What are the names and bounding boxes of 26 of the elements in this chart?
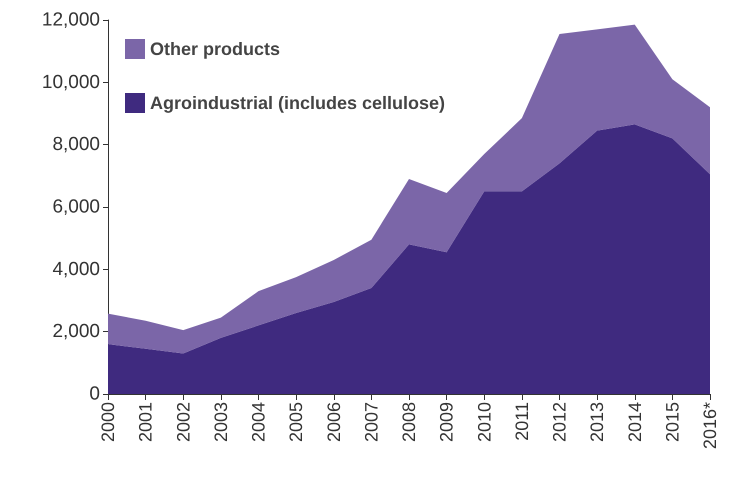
y-tick-label: 0 — [89, 384, 100, 404]
y-tick-label: 4,000 — [52, 258, 100, 280]
legend-label: Other products — [150, 39, 280, 59]
x-tick-label: 2000 — [98, 402, 118, 442]
y-tick-label: 12,000 — [42, 10, 100, 30]
x-tick-label: 2006 — [324, 402, 344, 442]
x-tick-label: 2007 — [361, 402, 382, 442]
x-tick-label: 2008 — [399, 402, 419, 442]
x-tick-label: 2003 — [210, 402, 231, 442]
y-tick-label: 8,000 — [52, 134, 100, 156]
x-tick-label: 2011 — [512, 402, 532, 441]
y-tick-label: 10,000 — [42, 72, 100, 93]
x-tick-label: 2002 — [173, 402, 194, 442]
y-tick-label: 6,000 — [52, 196, 100, 218]
legend-label: Agroindustrial (includes cellulose) — [150, 93, 446, 113]
x-tick-label: 2009 — [436, 402, 457, 442]
x-tick-label: 2004 — [248, 402, 268, 442]
x-tick-label: 2001 — [136, 402, 156, 442]
x-tick-label: 2010 — [474, 402, 494, 442]
x-tick-label: 2013 — [587, 402, 608, 442]
x-tick-label: 2015 — [662, 402, 682, 442]
y-tick-label: 2,000 — [52, 321, 100, 342]
x-tick-label: 2012 — [550, 402, 570, 442]
x-tick-label: 2005 — [286, 402, 306, 442]
x-tick-label: 2016* — [700, 402, 720, 450]
x-tick-label: 2014 — [624, 402, 645, 442]
